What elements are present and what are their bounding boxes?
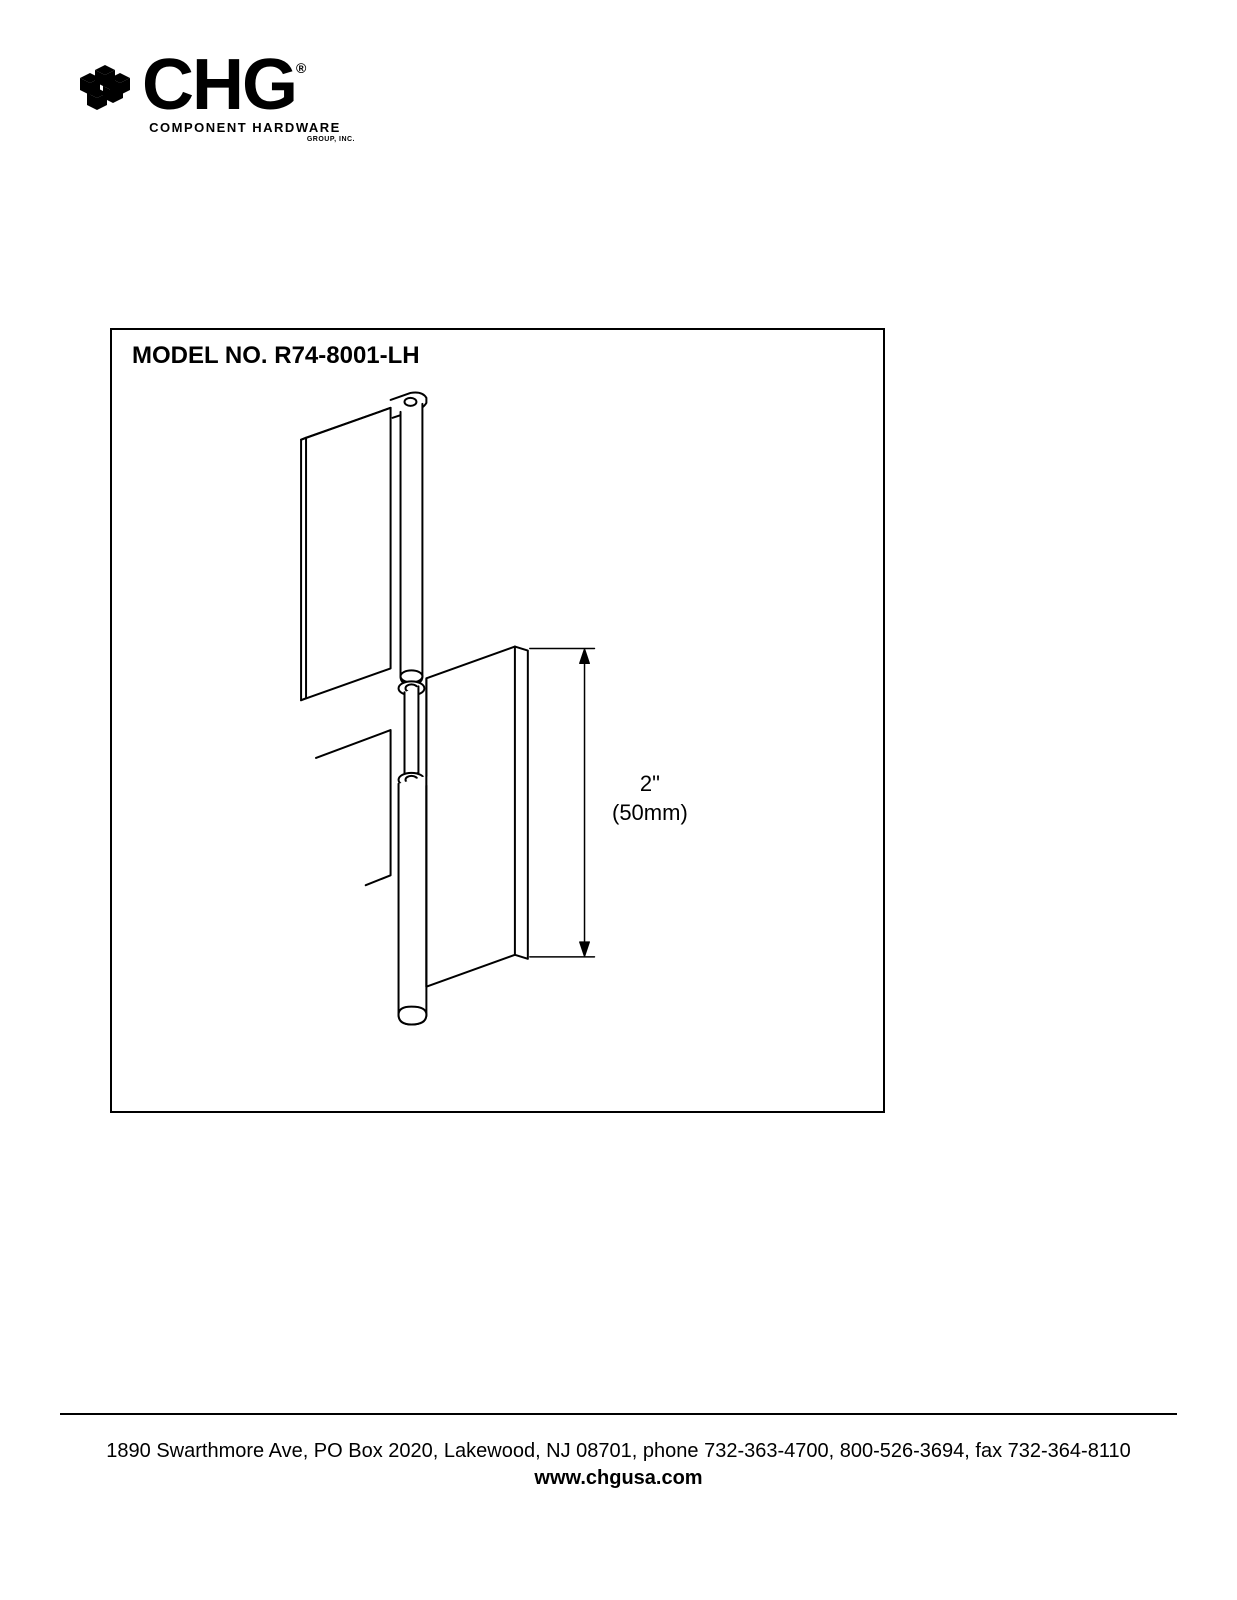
technical-drawing: MODEL NO. R74-8001-LH [110,328,885,1113]
registered-mark: ® [296,60,304,76]
dimension-label: 2" (50mm) [612,770,688,827]
company-logo: CHG® COMPONENT HARDWARE GROUP, INC. [75,55,365,143]
logo-subtitle2: GROUP, INC. [75,136,355,143]
logo-text: CHG® [142,55,304,116]
footer-url: www.chgusa.com [0,1467,1237,1490]
hinge-diagram [112,380,883,1111]
logo-subtitle: COMPONENT HARDWARE [125,120,365,135]
footer-address: 1890 Swarthmore Ave, PO Box 2020, Lakewo… [0,1440,1237,1463]
footer-divider [60,1413,1177,1415]
logo-cubes-icon [75,58,140,113]
model-number-label: MODEL NO. R74-8001-LH [132,342,420,370]
page-footer: 1890 Swarthmore Ave, PO Box 2020, Lakewo… [0,1413,1237,1490]
